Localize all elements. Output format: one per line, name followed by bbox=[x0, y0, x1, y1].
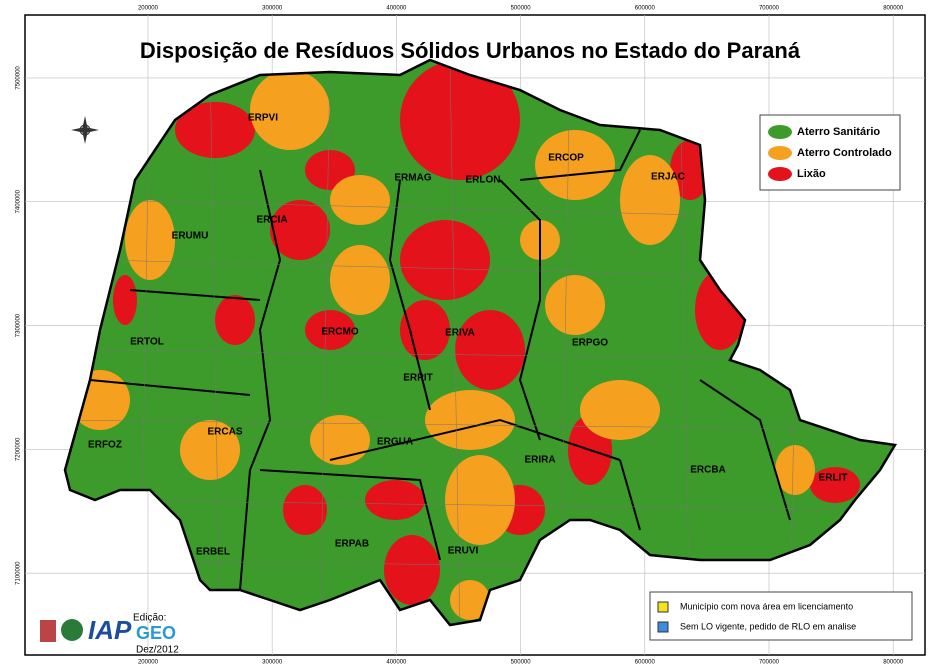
region-label: ERTOL bbox=[130, 337, 164, 348]
geo-logo: GEO bbox=[136, 623, 176, 643]
note-label: Sem LO vigente, pedido de RLO em analise bbox=[680, 621, 856, 631]
region-label: ERCOP bbox=[548, 153, 584, 164]
y-tick-label: 7100000 bbox=[16, 561, 22, 585]
region-label: ERFOZ bbox=[88, 440, 122, 451]
region-label: ERMAG bbox=[394, 173, 431, 184]
region-label: ERJAC bbox=[651, 172, 685, 183]
note-label: Município com nova área em licenciamento bbox=[680, 601, 853, 611]
legend-label: Lixão bbox=[797, 168, 826, 180]
x-tick-label: 400000 bbox=[386, 660, 407, 666]
edition-date: Dez/2012 bbox=[136, 645, 179, 656]
region-label: ERPGO bbox=[572, 338, 608, 349]
legend-label: Aterro Sanitário bbox=[797, 126, 880, 138]
compass bbox=[71, 116, 99, 144]
region-label: ERPIT bbox=[403, 373, 432, 384]
region-label: ERUVI bbox=[448, 546, 479, 557]
x-tick-label: 800000 bbox=[883, 660, 904, 666]
region-label: ERCAS bbox=[207, 427, 242, 438]
x-tick-label: 700000 bbox=[759, 6, 780, 12]
y-tick-label: 7300000 bbox=[16, 313, 22, 337]
map-title: Disposição de Resíduos Sólidos Urbanos n… bbox=[140, 38, 801, 63]
region-label: ERLON bbox=[466, 175, 501, 186]
y-tick-label: 7200000 bbox=[16, 437, 22, 461]
region-label: ERPAB bbox=[335, 539, 369, 550]
x-tick-label: 700000 bbox=[759, 660, 780, 666]
logos: IAP Edição: GEO Dez/2012 bbox=[40, 613, 179, 656]
x-tick-label: 200000 bbox=[138, 660, 159, 666]
region-label: ERIVA bbox=[445, 328, 475, 339]
iap-logo: IAP bbox=[88, 615, 132, 645]
legend-swatch bbox=[768, 167, 792, 181]
x-tick-label: 200000 bbox=[138, 6, 159, 12]
y-tick-label: 7400000 bbox=[16, 189, 22, 213]
legend-label: Aterro Controlado bbox=[797, 147, 892, 159]
region-label: ERBEL bbox=[196, 547, 230, 558]
legend-swatch bbox=[768, 146, 792, 160]
region-label: ERIRA bbox=[524, 455, 555, 466]
region-label: ERUMU bbox=[172, 231, 209, 242]
note-swatch bbox=[657, 621, 669, 633]
x-tick-label: 400000 bbox=[386, 6, 407, 12]
x-tick-label: 600000 bbox=[635, 6, 656, 12]
legend-swatch bbox=[768, 125, 792, 139]
x-tick-label: 500000 bbox=[511, 660, 532, 666]
x-tick-label: 600000 bbox=[635, 660, 656, 666]
region-label: ERCMO bbox=[321, 327, 358, 338]
x-tick-label: 800000 bbox=[883, 6, 904, 12]
region-label: ERPVI bbox=[248, 113, 278, 124]
note-swatch bbox=[657, 601, 669, 613]
region-label: ERCIA bbox=[256, 215, 287, 226]
notes-box bbox=[649, 591, 913, 641]
region-label: ERLIT bbox=[819, 473, 848, 484]
region-label: ERGUA bbox=[377, 437, 413, 448]
x-tick-label: 500000 bbox=[511, 6, 532, 12]
x-tick-label: 300000 bbox=[262, 6, 283, 12]
region-label: ERCBA bbox=[690, 465, 726, 476]
edition-label: Edição: bbox=[133, 613, 166, 624]
x-tick-label: 300000 bbox=[262, 660, 283, 666]
y-tick-label: 7500000 bbox=[16, 66, 22, 90]
